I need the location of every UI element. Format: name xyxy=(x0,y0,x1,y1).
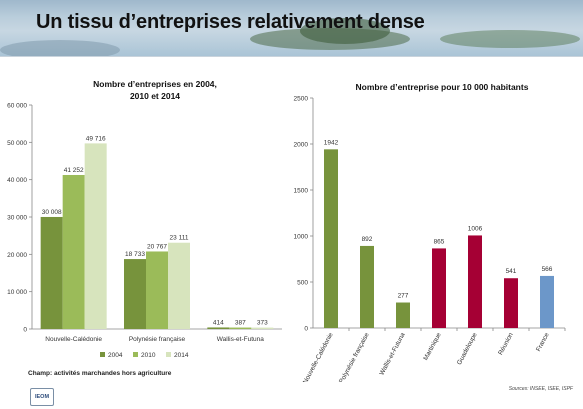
chart1-legend-swatch xyxy=(166,352,171,357)
chart1-data-label: 23 111 xyxy=(170,235,189,242)
chart1-data-label: 30 008 xyxy=(42,209,62,216)
chart2-y-tick-label: 500 xyxy=(297,280,308,287)
chart2-bar xyxy=(432,248,446,328)
chart1-y-tick-label: 0 xyxy=(23,327,27,334)
chart2-title: Nombre d’entreprise pour 10 000 habitant… xyxy=(356,82,529,92)
chart1-bar xyxy=(207,327,230,329)
chart1-y-tick-label: 50 000 xyxy=(7,140,27,147)
chart1-bar xyxy=(124,259,146,329)
chart1-legend-label: 2014 xyxy=(174,352,189,359)
chart1-y-tick-label: 60 000 xyxy=(7,103,27,110)
chart1-bar xyxy=(62,174,85,329)
chart-entreprises-counts: Nombre d’entreprises en 2004, 2010 et 20… xyxy=(7,79,282,359)
chart1-legend-swatch xyxy=(133,352,138,357)
chart2-bar xyxy=(396,302,410,328)
footnote-scope: Champ: activités marchandes hors agricul… xyxy=(28,370,172,377)
chart1-data-label: 414 xyxy=(213,319,224,326)
chart1-bar xyxy=(168,242,190,329)
chart1-data-label: 41 252 xyxy=(64,167,84,174)
chart1-legend-label: 2010 xyxy=(141,352,156,359)
header-divider xyxy=(0,56,583,57)
chart2-bar xyxy=(360,245,374,328)
chart2-x-tick-label: Nouvelle-Calédonie xyxy=(302,331,335,382)
chart2-x-tick-label: Guadeloupe xyxy=(456,331,479,366)
chart2-bar xyxy=(540,275,554,328)
ieom-logo: IEOM xyxy=(30,388,54,406)
chart1-data-label: 373 xyxy=(257,320,268,327)
chart1-y-tick-label: 20 000 xyxy=(7,252,27,259)
page-title: Un tissu d’entreprises relativement dens… xyxy=(36,11,425,33)
chart1-bar xyxy=(251,327,274,329)
chart2-y-tick-label: 0 xyxy=(304,326,308,333)
chart1-legend-swatch xyxy=(100,352,105,357)
chart1-title-line1: Nombre d’entreprises en 2004, xyxy=(93,79,217,89)
chart2-bar xyxy=(468,235,482,328)
chart2-data-label: 566 xyxy=(542,266,553,273)
chart2-y-tick-label: 2000 xyxy=(294,142,309,149)
chart2-y-tick-label: 2500 xyxy=(294,96,309,103)
chart1-data-label: 18 733 xyxy=(125,251,145,258)
chart1-legend-label: 2004 xyxy=(108,352,123,359)
chart2-y-tick-label: 1500 xyxy=(294,188,309,195)
chart-entreprises-per-10000: Nombre d’entreprise pour 10 000 habitant… xyxy=(294,82,566,382)
chart2-data-label: 1942 xyxy=(324,139,339,146)
chart1-bar xyxy=(229,327,252,329)
chart2-data-label: 1006 xyxy=(468,225,483,232)
chart2-data-label: 541 xyxy=(506,268,517,275)
chart1-y-tick-label: 40 000 xyxy=(7,177,27,184)
chart1-data-label: 49 716 xyxy=(86,135,106,142)
chart2-x-tick-label: Wallis-et-Futuna xyxy=(378,331,406,376)
chart1-data-label: 387 xyxy=(235,320,246,327)
chart1-data-label: 20 767 xyxy=(147,243,167,250)
chart2-bar xyxy=(504,278,518,328)
chart2-data-label: 277 xyxy=(398,293,409,300)
chart2-y-tick-label: 1000 xyxy=(294,234,309,241)
chart1-y-tick-label: 10 000 xyxy=(7,289,27,296)
chart2-bar xyxy=(324,149,338,328)
chart1-y-tick-label: 30 000 xyxy=(7,215,27,222)
chart2-x-tick-label: Martinique xyxy=(422,331,443,361)
chart2-data-label: 865 xyxy=(434,238,445,245)
chart2-x-tick-label: France xyxy=(535,331,551,352)
chart2-x-tick-label: Réunion xyxy=(497,331,515,356)
sources-note: Sources: INSEE, ISEE, ISPF xyxy=(508,386,573,392)
chart1-x-tick-label: Wallis-et-Futuna xyxy=(217,336,264,343)
chart2-x-tick-label: Polynésie française xyxy=(338,331,371,382)
chart1-title-line2: 2010 et 2014 xyxy=(130,91,180,101)
chart1-x-tick-label: Nouvelle-Calédonie xyxy=(45,336,102,343)
chart1-bar xyxy=(146,251,168,329)
chart2-data-label: 892 xyxy=(362,236,373,243)
chart1-bar xyxy=(40,216,63,329)
header-banner: Un tissu d’entreprises relativement dens… xyxy=(0,0,583,56)
chart1-x-tick-label: Polynésie française xyxy=(129,336,186,343)
chart1-bar xyxy=(84,143,107,329)
